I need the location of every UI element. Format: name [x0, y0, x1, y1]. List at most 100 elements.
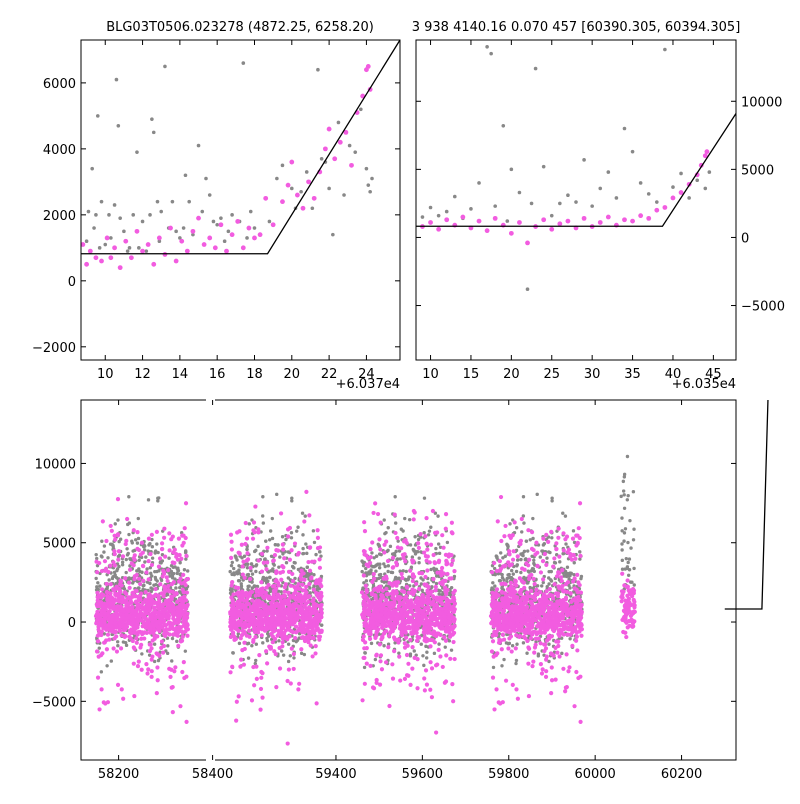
bottom-point	[260, 671, 264, 675]
top-right-point	[510, 168, 514, 172]
bottom-point	[249, 566, 253, 570]
top-left-point	[320, 157, 324, 161]
bottom-point	[392, 602, 396, 606]
bottom-point	[96, 639, 100, 643]
top-right-point	[501, 124, 505, 128]
bottom-point	[314, 553, 317, 556]
bottom-point	[302, 571, 306, 575]
top-left-point	[290, 187, 294, 191]
bottom-point	[425, 548, 429, 552]
bottom-point	[167, 531, 171, 535]
bottom-point	[148, 608, 152, 612]
bottom-point	[100, 540, 103, 543]
bottom-point	[377, 537, 381, 541]
bottom-point	[312, 588, 316, 592]
bottom-point	[178, 603, 182, 607]
bottom-point	[416, 657, 420, 661]
bottom-point	[444, 512, 448, 516]
bottom-point	[281, 548, 285, 552]
bottom-point	[151, 556, 154, 559]
bottom-point	[315, 593, 319, 597]
bottom-point	[168, 589, 172, 593]
top-left-point	[87, 210, 91, 214]
bottom-point	[102, 604, 106, 608]
bottom-point	[280, 634, 284, 638]
top-left-point	[219, 216, 223, 220]
bottom-point	[123, 576, 127, 580]
bottom-point	[107, 604, 111, 608]
top-left-point	[135, 229, 140, 234]
bottom-point	[394, 589, 398, 593]
top-left-point	[241, 245, 246, 250]
bottom-point	[292, 566, 295, 569]
bottom-point	[182, 660, 186, 664]
bottom-point	[391, 556, 395, 560]
bottom-point	[130, 539, 133, 542]
bottom-point	[453, 657, 457, 661]
bottom-point	[156, 499, 159, 502]
bottom-point	[266, 596, 270, 600]
bottom-point	[410, 666, 414, 670]
bottom-point	[308, 569, 312, 573]
bottom-point	[417, 571, 421, 575]
bottom-point	[250, 562, 253, 565]
bottom-point	[175, 640, 178, 643]
bottom-point	[162, 602, 166, 606]
bottom-point	[360, 590, 364, 594]
bottom-point	[179, 639, 183, 643]
bottom-point	[407, 591, 411, 595]
bottom-point	[171, 622, 175, 626]
top-right-point	[705, 149, 710, 154]
bottom-point	[430, 666, 434, 670]
bottom-point	[259, 687, 263, 691]
top-left-point	[109, 236, 113, 240]
bottom-point	[365, 661, 369, 665]
bottom-point	[103, 559, 107, 563]
bottom-point	[377, 577, 380, 580]
bottom-point	[437, 642, 440, 645]
top-right-point	[607, 170, 611, 174]
bottom-point	[290, 536, 293, 539]
bottom-point	[438, 552, 441, 555]
bottom-point	[116, 683, 120, 687]
top-right-point	[566, 193, 570, 197]
bottom-point	[423, 496, 426, 499]
bottom-point	[394, 521, 397, 524]
top-left-point	[338, 140, 343, 145]
bottom-point	[115, 569, 118, 572]
bottom-point	[228, 620, 232, 624]
bottom-point	[105, 594, 109, 598]
bottom-point	[391, 676, 395, 680]
bottom-point	[232, 610, 236, 614]
bottom-point	[176, 644, 180, 648]
bottom-point	[132, 645, 136, 649]
bottom-point	[135, 530, 139, 534]
bottom-point	[433, 561, 437, 565]
bottom-point	[131, 609, 135, 613]
bottom-point	[111, 607, 115, 611]
bottom-point	[400, 576, 404, 580]
bottom-point	[363, 651, 366, 654]
bottom-point	[144, 662, 148, 666]
bottom-point	[274, 604, 278, 608]
bottom-point	[362, 520, 366, 524]
bottom-point	[283, 590, 287, 594]
top-left-point	[241, 61, 245, 65]
bottom-point	[248, 618, 252, 622]
bottom-point	[255, 609, 259, 613]
bottom-point	[431, 553, 435, 557]
bottom-point	[391, 571, 394, 574]
bottom-point	[121, 608, 125, 612]
bottom-point	[391, 565, 395, 569]
bottom-point	[138, 582, 142, 586]
bottom-point	[368, 664, 372, 668]
bottom-point	[305, 611, 309, 615]
bottom-point	[383, 518, 386, 521]
bottom-point	[247, 635, 251, 639]
bottom-point	[293, 636, 297, 640]
bottom-point	[364, 588, 368, 592]
bottom-point	[253, 504, 257, 508]
bottom-point	[101, 519, 105, 523]
bottom-point	[170, 602, 174, 606]
bottom-point	[281, 640, 285, 644]
